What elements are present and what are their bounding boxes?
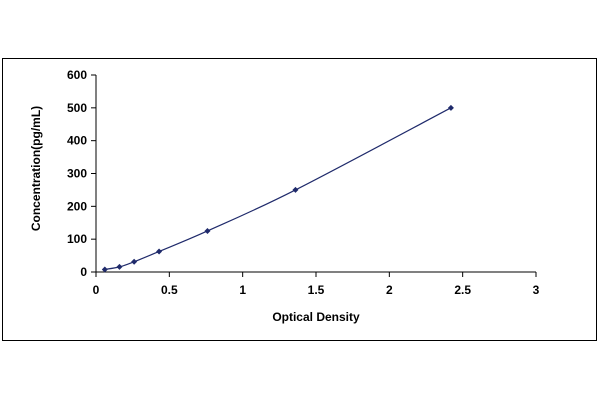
y-tick-label: 100 [67,232,87,246]
axes [95,75,536,273]
data-point-marker [204,227,211,234]
x-tick-label: 0 [93,283,100,297]
data-point-marker [292,186,299,193]
y-tick-label: 400 [67,134,87,148]
x-tick-label: 0.5 [161,283,178,297]
y-tick-label: 500 [67,101,87,115]
data-point-marker [131,258,138,265]
x-tick-label: 1.5 [308,283,325,297]
data-point-marker [101,266,108,273]
trend-curve [104,107,452,271]
x-tick-label: 3 [533,283,540,297]
y-tick-label: 300 [67,167,87,181]
x-tick-label: 2 [386,283,393,297]
y-tick-label: 200 [67,199,87,213]
x-tick-label: 1 [239,283,246,297]
y-axis-title: Concentration(pg/mL) [29,106,43,231]
data-point-marker [156,248,163,255]
x-tick-label: 2.5 [454,283,471,297]
y-tick-label: 600 [67,68,87,82]
ticks: 0 100 200 300 400 500 600 0 0.5 1 1.5 2 2.5 3 [67,68,540,297]
data-point-marker [116,263,123,270]
chart-frame [2,58,597,341]
y-tick-label: 0 [80,265,87,279]
trend-line [104,107,452,271]
data-points [101,104,454,273]
x-axis-title: Optical Density [272,310,360,324]
data-point-marker [447,104,454,111]
